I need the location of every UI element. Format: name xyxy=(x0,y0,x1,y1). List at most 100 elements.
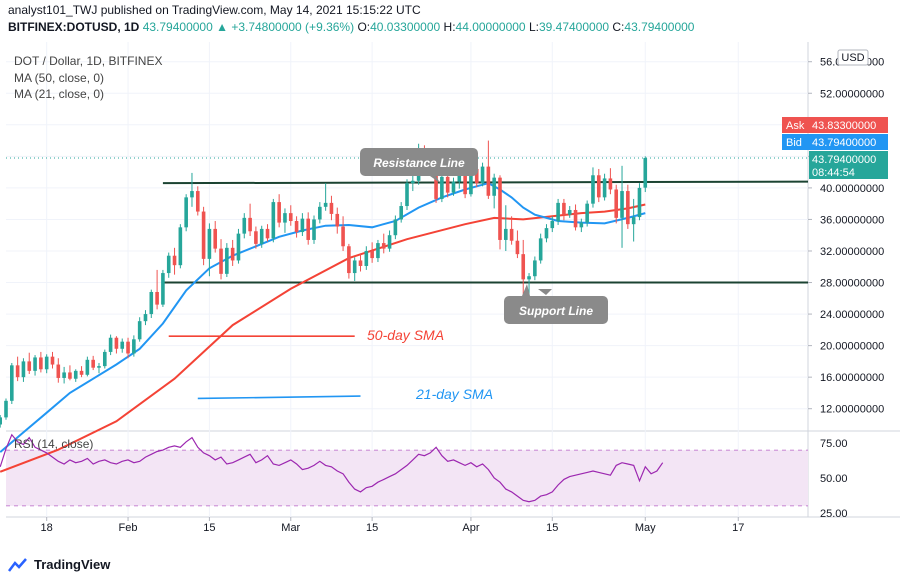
high-label: H: xyxy=(443,20,456,34)
candle xyxy=(149,289,154,319)
high-value: 44.00000000 xyxy=(455,20,526,34)
candle xyxy=(585,200,589,227)
countdown-tag: 08:44:54 xyxy=(812,167,855,179)
price-tick-label: 20.00000000 xyxy=(820,341,884,353)
candle-body xyxy=(626,191,630,225)
candle-body xyxy=(15,365,20,378)
candle-body xyxy=(50,356,55,365)
candle-body xyxy=(521,254,526,280)
legend-ma50[interactable]: MA (50, close, 0) xyxy=(14,71,105,85)
candle-body xyxy=(591,175,595,204)
candle xyxy=(277,194,281,228)
price-pane[interactable] xyxy=(6,42,808,430)
candle xyxy=(155,269,159,310)
ma50-line xyxy=(0,203,646,473)
candle xyxy=(265,224,270,242)
candle-body xyxy=(567,209,572,215)
price-tick-label: 24.00000000 xyxy=(820,309,884,321)
candle xyxy=(544,224,549,243)
candle-body xyxy=(608,178,613,190)
candle xyxy=(137,317,142,342)
candle xyxy=(596,168,601,203)
candle-body xyxy=(39,357,43,370)
candle-body xyxy=(393,219,398,236)
candle xyxy=(114,336,119,354)
candle xyxy=(626,184,630,229)
candle-body xyxy=(126,341,130,354)
candle-body xyxy=(503,228,508,240)
candle xyxy=(643,156,648,193)
trend-lines[interactable] xyxy=(6,157,809,400)
sma21-pointer-line xyxy=(197,395,361,400)
price-tick-label: 36.00000000 xyxy=(820,214,884,226)
candle xyxy=(62,366,66,384)
legend-title[interactable]: DOT / Dollar, 1D, BITFINEX xyxy=(14,54,163,68)
candle-body xyxy=(312,219,316,240)
candle xyxy=(347,243,351,279)
tradingview-logo[interactable]: TradingView xyxy=(8,557,110,572)
currency-badge[interactable]: USD xyxy=(837,49,869,66)
candle xyxy=(521,239,526,296)
candle xyxy=(306,212,311,245)
price-tick-label: 40.00000000 xyxy=(820,183,884,195)
candle xyxy=(225,243,229,278)
candle-body xyxy=(102,351,107,367)
candle xyxy=(329,195,334,221)
candle xyxy=(166,252,171,278)
time-tick-label: 15 xyxy=(203,522,215,534)
candle-body xyxy=(399,206,403,220)
candle-body xyxy=(486,166,491,196)
sma50-label: 50-day SMA xyxy=(367,327,444,343)
price-axis[interactable]: 12.00000000 16.00000000 20.00000000 24.0000… xyxy=(808,57,884,416)
candle-body xyxy=(288,213,293,222)
candle-body xyxy=(277,202,281,223)
candle xyxy=(318,202,322,224)
candle-body xyxy=(225,247,229,274)
change-value: ▲ +3.74800000 (+9.36%) xyxy=(216,20,355,34)
candle xyxy=(573,204,578,231)
time-axis[interactable]: 18 Feb 15 Mar 15 Apr 15 May 17 xyxy=(41,517,745,534)
candle xyxy=(254,226,258,249)
support-callout[interactable]: Support Line xyxy=(504,284,608,324)
candle-body xyxy=(21,361,26,378)
candle-body xyxy=(271,202,276,239)
candle xyxy=(602,173,607,201)
candle xyxy=(538,233,543,264)
candle xyxy=(236,228,241,264)
candle xyxy=(172,247,177,275)
price-tags: Ask 43.83300000 Bid 43.79400000 43.79400… xyxy=(782,117,888,179)
candle-body xyxy=(85,359,90,375)
candle-body xyxy=(451,181,456,193)
candle-body xyxy=(259,228,264,244)
candle xyxy=(567,206,572,218)
candle-body xyxy=(480,166,485,184)
candle-body xyxy=(579,222,584,228)
time-tick-label: 15 xyxy=(546,522,558,534)
candle-body xyxy=(573,209,578,228)
candle xyxy=(335,207,340,234)
candle xyxy=(68,365,72,381)
candle xyxy=(4,398,8,420)
candle xyxy=(97,362,101,374)
legend-ma21[interactable]: MA (21, close, 0) xyxy=(14,87,105,101)
candle-body xyxy=(4,400,8,418)
candle xyxy=(27,352,32,375)
bid-tag-label: Bid xyxy=(786,137,802,149)
candle-body xyxy=(137,321,142,340)
price-tick-label: 28.00000000 xyxy=(820,278,884,290)
candle-body xyxy=(283,213,287,223)
rsi-tick-label: 50.00 xyxy=(820,473,848,485)
legend-rsi[interactable]: RSI (14, close) xyxy=(14,437,94,451)
candle xyxy=(556,198,560,225)
rsi-tick-label: 25.00 xyxy=(820,508,848,520)
resistance-callout[interactable]: Resistance Line xyxy=(360,148,478,183)
candle xyxy=(533,256,537,281)
candle xyxy=(411,175,415,192)
candle xyxy=(161,269,165,307)
candle xyxy=(300,213,305,236)
candle xyxy=(312,215,316,244)
candle-body xyxy=(527,276,531,280)
candle xyxy=(50,351,55,369)
candle-body xyxy=(341,226,345,247)
